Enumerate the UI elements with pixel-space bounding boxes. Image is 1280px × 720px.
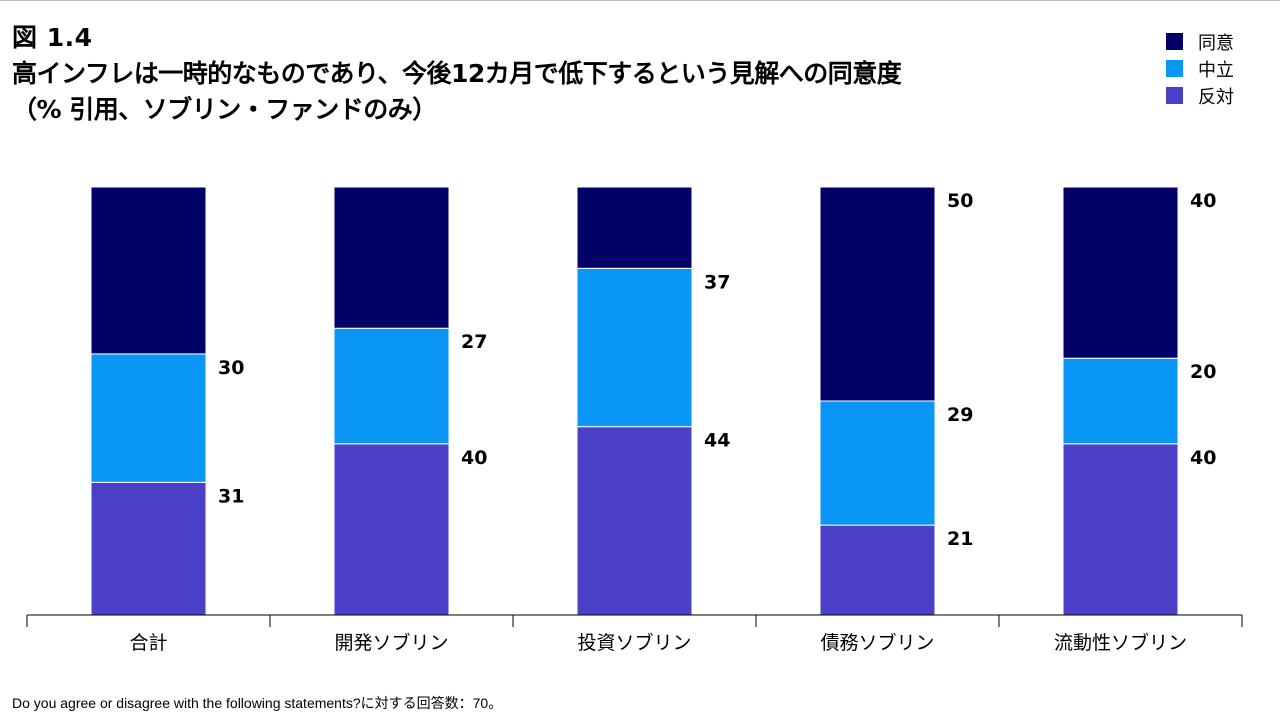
bar-segment xyxy=(819,400,936,526)
bar-segment xyxy=(333,186,450,329)
data-label: 31 xyxy=(218,485,244,507)
data-label: 37 xyxy=(704,271,730,293)
data-label: 30 xyxy=(218,357,244,379)
bar-segment xyxy=(819,524,936,616)
legend-item-agree: 同意 xyxy=(1166,28,1234,55)
data-label: 21 xyxy=(947,528,973,550)
legend-item-neutral: 中立 xyxy=(1166,55,1234,82)
x-tick-label: 合計 xyxy=(129,632,167,654)
x-tick-label: 債務ソブリン xyxy=(820,631,934,654)
chart-title: 高インフレは一時的なものであり、今後12カ月で低下するという見解への同意度 （%… xyxy=(12,56,902,128)
data-label: 20 xyxy=(1190,361,1216,383)
bar-segment xyxy=(1062,357,1179,445)
bar-segment xyxy=(333,443,450,616)
bar-segment xyxy=(1062,443,1179,616)
bar-segment xyxy=(90,186,207,355)
legend-label-neutral: 中立 xyxy=(1198,59,1234,81)
footnote: Do you agree or disagree with the follow… xyxy=(12,695,503,711)
bar-segment xyxy=(576,186,693,269)
data-label: 29 xyxy=(947,404,973,426)
legend-swatch-disagree xyxy=(1166,87,1183,104)
top-rule xyxy=(0,0,1280,1)
legend: 同意 中立 反対 xyxy=(1166,28,1234,109)
legend-item-disagree: 反対 xyxy=(1166,82,1234,109)
data-label: 50 xyxy=(947,190,973,212)
chart-title-line1: 高インフレは一時的なものであり、今後12カ月で低下するという見解への同意度 xyxy=(12,59,902,88)
bar-segment xyxy=(819,186,936,402)
data-label: 40 xyxy=(1190,447,1216,469)
x-tick-label: 流動性ソブリン xyxy=(1054,631,1187,654)
figure-label: 図 1.4 xyxy=(12,23,93,52)
data-label: 44 xyxy=(704,430,730,452)
data-label: 27 xyxy=(461,331,487,353)
bar-segment xyxy=(90,481,207,616)
x-tick-label: 投資ソブリン xyxy=(577,631,691,654)
bar-segment xyxy=(576,267,693,428)
bar-segment xyxy=(576,426,693,616)
bar-segment xyxy=(1062,186,1179,359)
legend-label-disagree: 反対 xyxy=(1198,86,1234,108)
data-label: 40 xyxy=(461,447,487,469)
bar-segment xyxy=(333,327,450,445)
data-label: 40 xyxy=(1190,190,1216,212)
legend-label-agree: 同意 xyxy=(1198,32,1234,54)
legend-swatch-neutral xyxy=(1166,60,1183,77)
bar-segment xyxy=(90,353,207,483)
legend-swatch-agree xyxy=(1166,33,1183,50)
chart-subtitle: （% 引用、ソブリン・ファンドのみ） xyxy=(12,95,437,124)
x-tick-label: 開発ソブリン xyxy=(334,631,448,654)
